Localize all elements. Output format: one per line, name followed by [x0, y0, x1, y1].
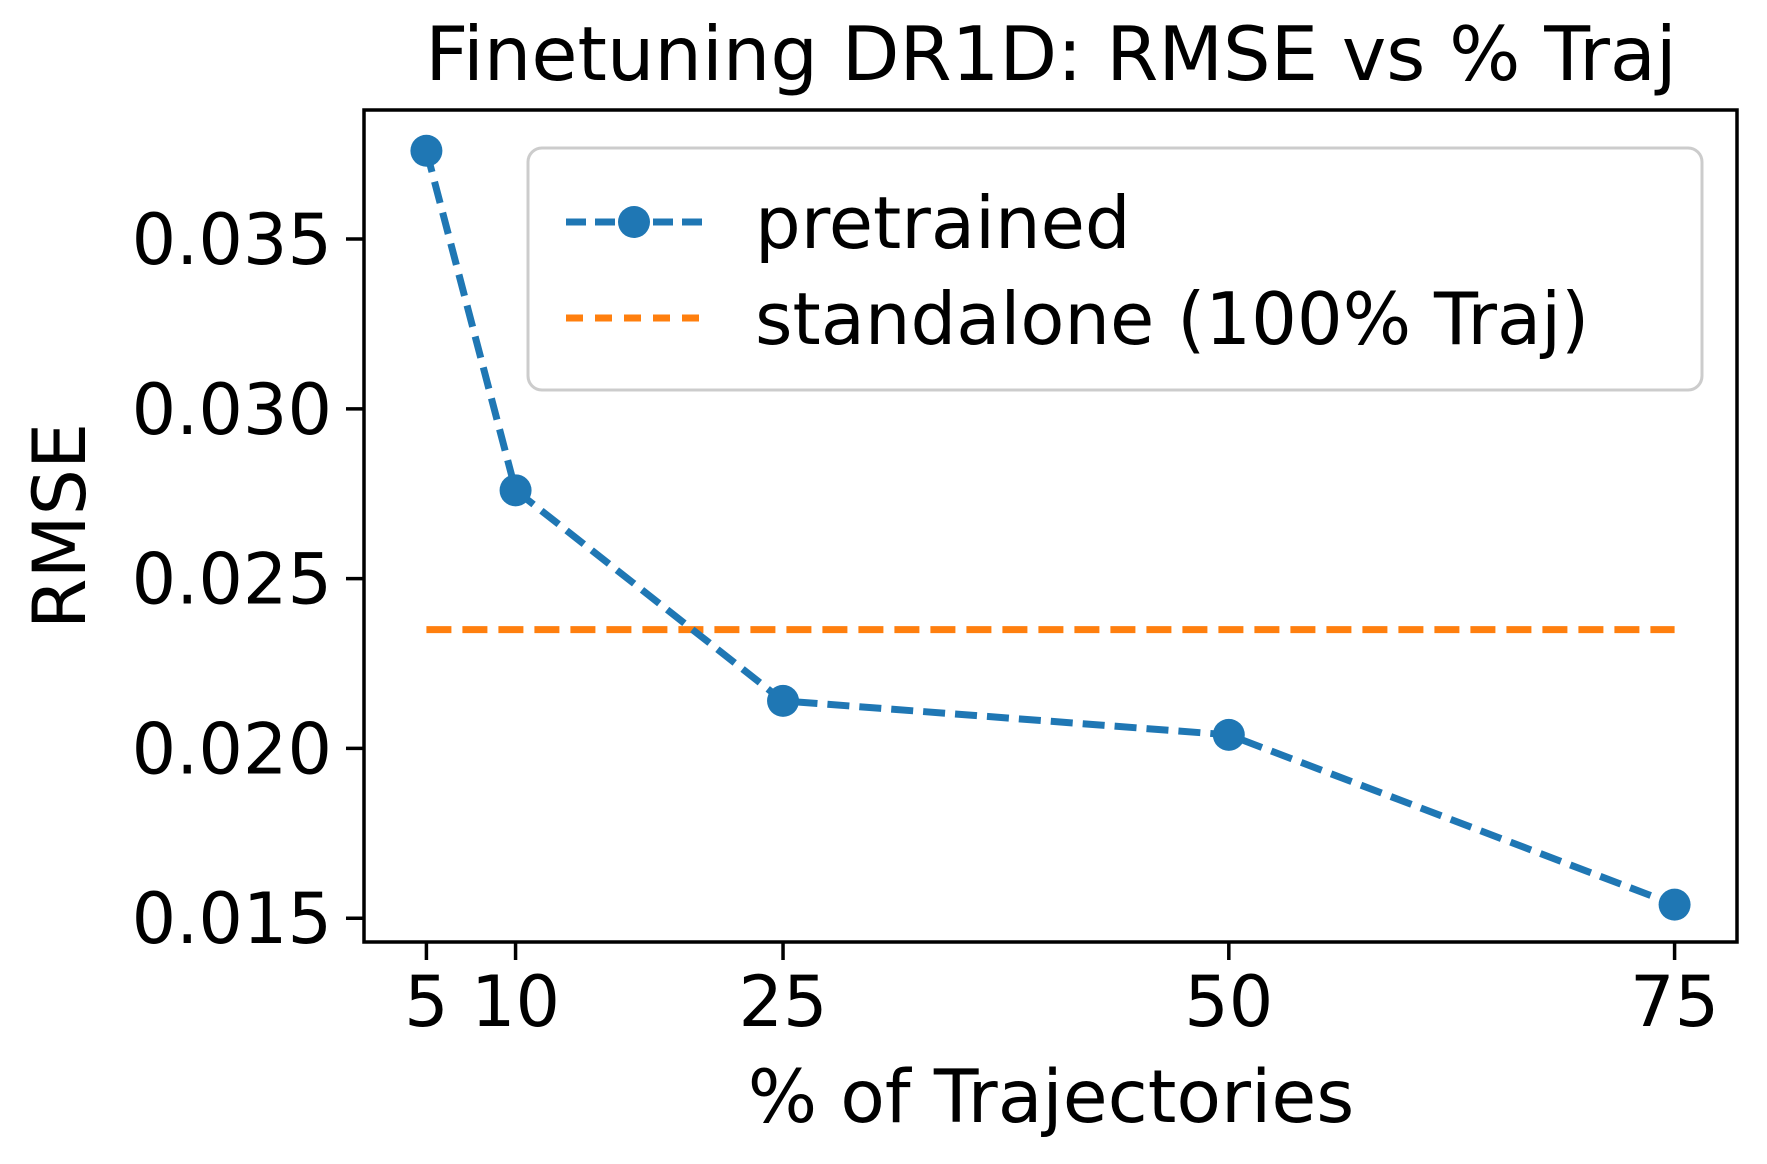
- x-tick-label: 25: [738, 961, 827, 1043]
- pretrained-data-point: [1658, 888, 1691, 921]
- y-tick-label: 0.015: [132, 878, 332, 960]
- pretrained-series-layer: [410, 134, 1691, 921]
- pretrained-data-point: [767, 684, 800, 717]
- axes: 0.015 0.020 0.025 0.030 0.035 5 10 25 50 75: [132, 108, 1739, 1043]
- x-tick-label: 75: [1630, 961, 1719, 1043]
- pretrained-data-point: [499, 474, 532, 507]
- x-tick-label: 5: [404, 961, 449, 1043]
- legend-item-pretrained: pretrained: [566, 181, 1131, 265]
- legend-label-standalone: standalone (100% Traj): [755, 277, 1589, 361]
- y-tick-label: 0.025: [132, 539, 332, 621]
- legend: pretrained standalone (100% Traj): [526, 146, 1704, 392]
- plot-border: [362, 108, 1739, 944]
- x-axis-label: % of Trajectories: [748, 1055, 1355, 1140]
- y-tick-label: 0.030: [132, 369, 332, 451]
- chart-title: Finetuning DR1D: RMSE vs % Traj: [425, 10, 1676, 98]
- x-tick-label: 10: [471, 961, 560, 1043]
- x-tick-label: 50: [1184, 961, 1273, 1043]
- legend-label-pretrained: pretrained: [755, 181, 1131, 265]
- pretrained-data-point: [1212, 718, 1245, 751]
- y-tick-label: 0.020: [132, 708, 332, 790]
- pretrained-data-point: [410, 134, 443, 167]
- pretrained-marker-icon: [618, 206, 650, 238]
- legend-box: [526, 146, 1704, 392]
- y-tick-label: 0.035: [132, 199, 332, 281]
- y-axis-label: RMSE: [18, 423, 103, 629]
- legend-item-standalone: standalone (100% Traj): [566, 277, 1589, 361]
